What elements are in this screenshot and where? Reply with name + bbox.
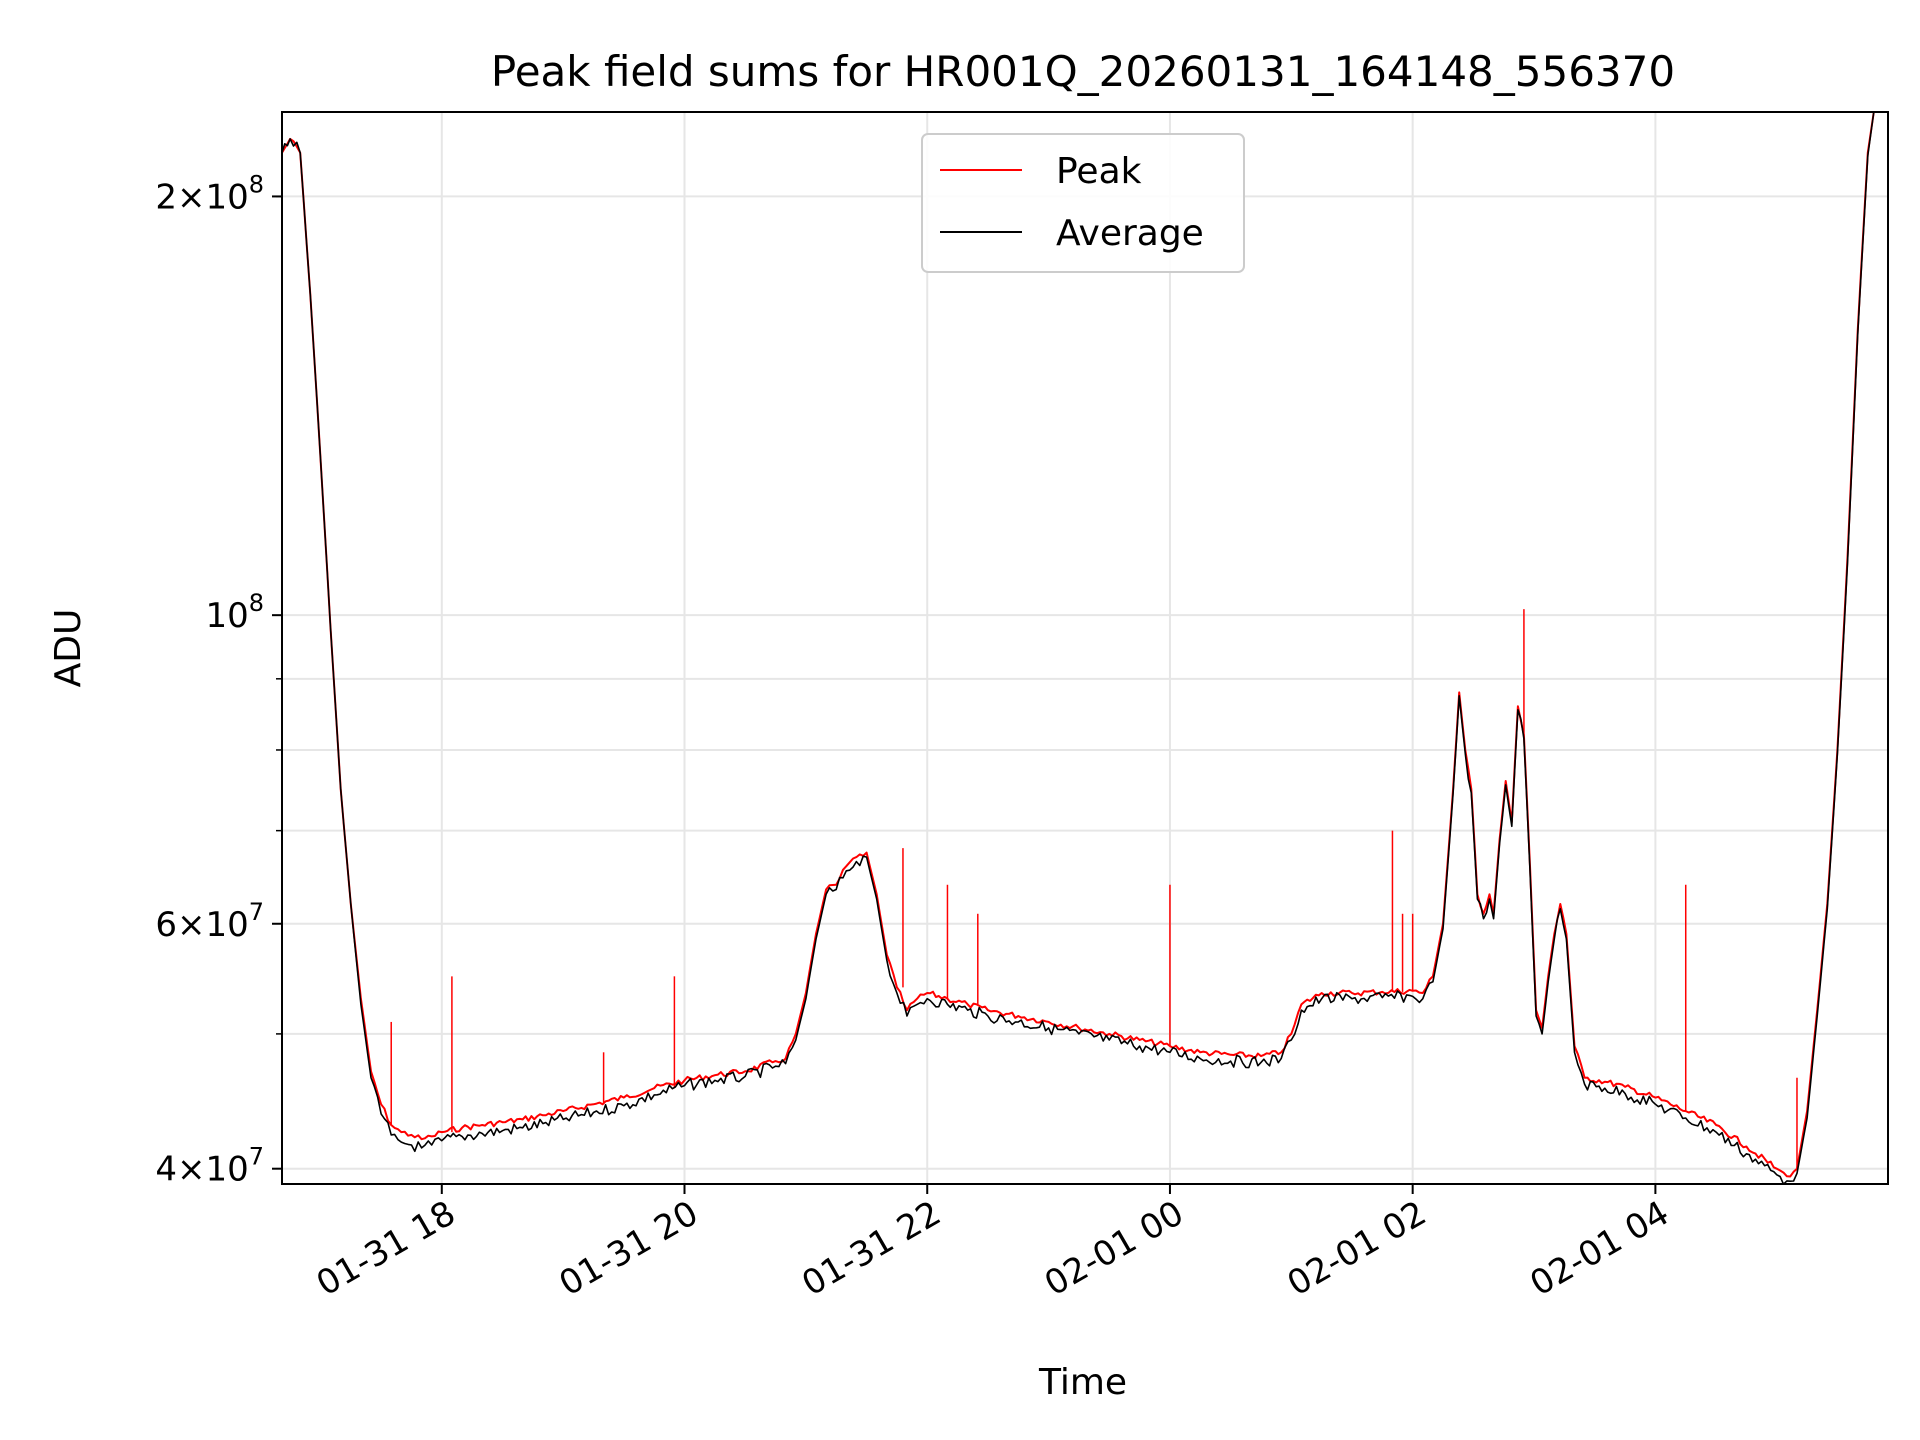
x-tick-label: 01-31 22 xyxy=(795,1193,947,1304)
y-tick-label: 4×107 xyxy=(155,1143,264,1190)
legend-average-label: Average xyxy=(1056,213,1204,254)
chart-title: Peak field sums for HR001Q_20260131_1641… xyxy=(491,47,1675,96)
y-axis: 4×107 6×107 108 2×108 xyxy=(155,170,282,1190)
plot-lines xyxy=(282,112,1875,1184)
legend: Peak Average xyxy=(921,133,1245,273)
legend-peak-label: Peak xyxy=(1056,151,1142,192)
y-tick-label: 6×107 xyxy=(155,898,264,945)
plot-frame xyxy=(281,111,1889,1185)
x-tick-label: 02-01 04 xyxy=(1523,1193,1675,1304)
grid xyxy=(282,112,1888,1184)
x-axis: 01-31 18 01-31 20 01-31 22 02-01 00 02-01 02… xyxy=(310,1184,1676,1304)
y-tick-label: 108 xyxy=(205,589,264,636)
x-axis-label: Time xyxy=(1038,1362,1127,1403)
legend-box xyxy=(921,133,1245,273)
x-tick-label: 01-31 20 xyxy=(553,1193,705,1304)
series-average-line xyxy=(282,112,1875,1184)
x-tick-label: 02-01 00 xyxy=(1038,1193,1190,1304)
y-tick-label: 2×108 xyxy=(155,170,264,217)
x-tick-label: 02-01 02 xyxy=(1281,1193,1433,1304)
x-tick-label: 01-31 18 xyxy=(310,1193,462,1304)
y-axis-label: ADU xyxy=(48,609,89,688)
